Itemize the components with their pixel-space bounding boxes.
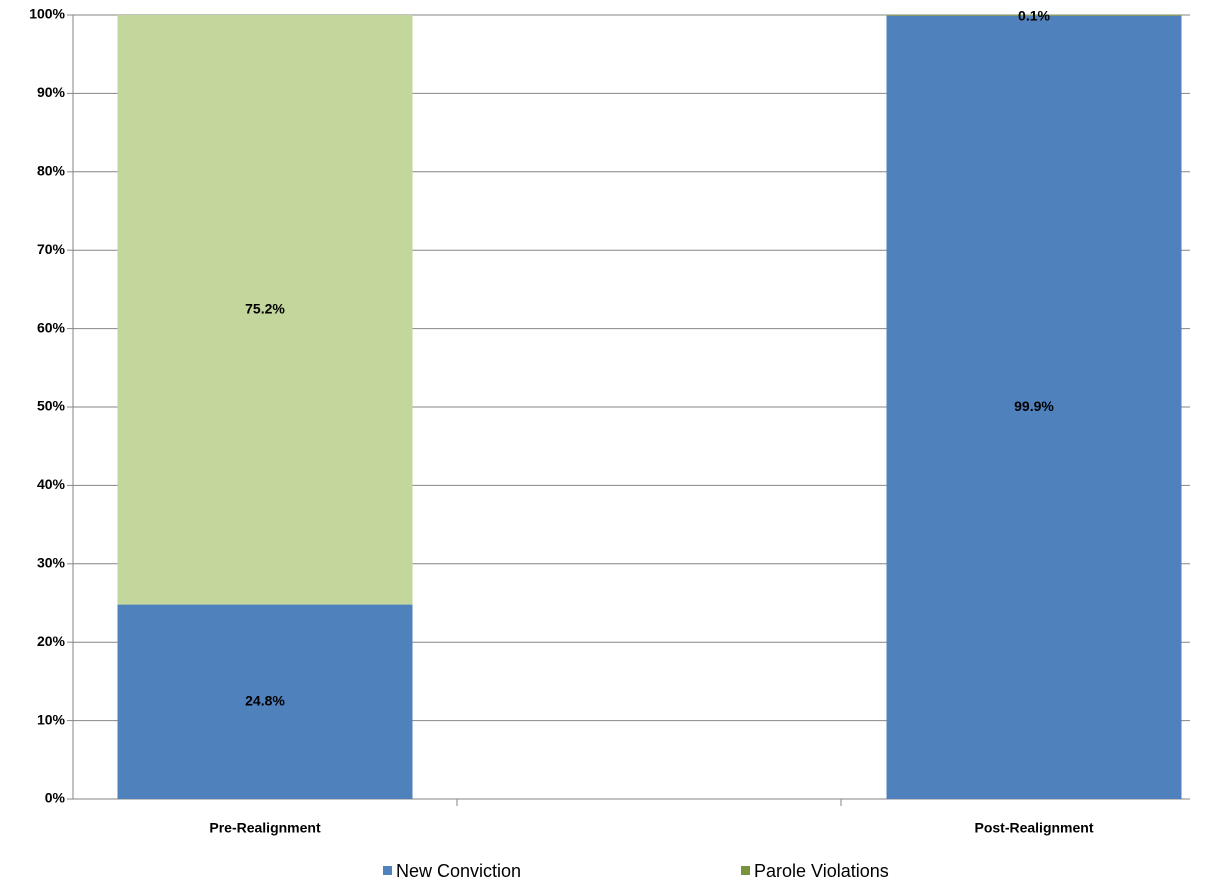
- y-tick-label: 60%: [37, 319, 66, 335]
- y-tick-label: 40%: [37, 476, 66, 492]
- y-tick-label: 100%: [29, 6, 65, 22]
- bar-segment: [886, 15, 1182, 16]
- y-tick-label: 50%: [37, 398, 66, 414]
- bar-segment: [886, 15, 1182, 800]
- y-tick-label: 90%: [37, 84, 66, 100]
- data-label: 99.9%: [1014, 398, 1054, 414]
- y-tick-label: 20%: [37, 633, 66, 649]
- legend-label: New Conviction: [396, 861, 521, 881]
- y-tick-label: 10%: [37, 711, 66, 727]
- y-tick-label: 70%: [37, 241, 66, 257]
- x-tick-label: Post-Realignment: [974, 820, 1093, 836]
- data-label: 24.8%: [245, 692, 285, 708]
- legend-label: Parole Violations: [754, 861, 889, 881]
- bar-segment: [117, 604, 413, 799]
- data-label: 75.2%: [245, 300, 285, 316]
- y-tick-label: 30%: [37, 555, 66, 571]
- bar-segment: [117, 15, 413, 605]
- data-label: 0.1%: [1018, 8, 1050, 24]
- legend-swatch: [741, 866, 750, 875]
- y-tick-label: 0%: [45, 790, 66, 806]
- y-tick-label: 80%: [37, 163, 66, 179]
- x-tick-label: Pre-Realignment: [209, 820, 321, 836]
- legend-swatch: [383, 866, 392, 875]
